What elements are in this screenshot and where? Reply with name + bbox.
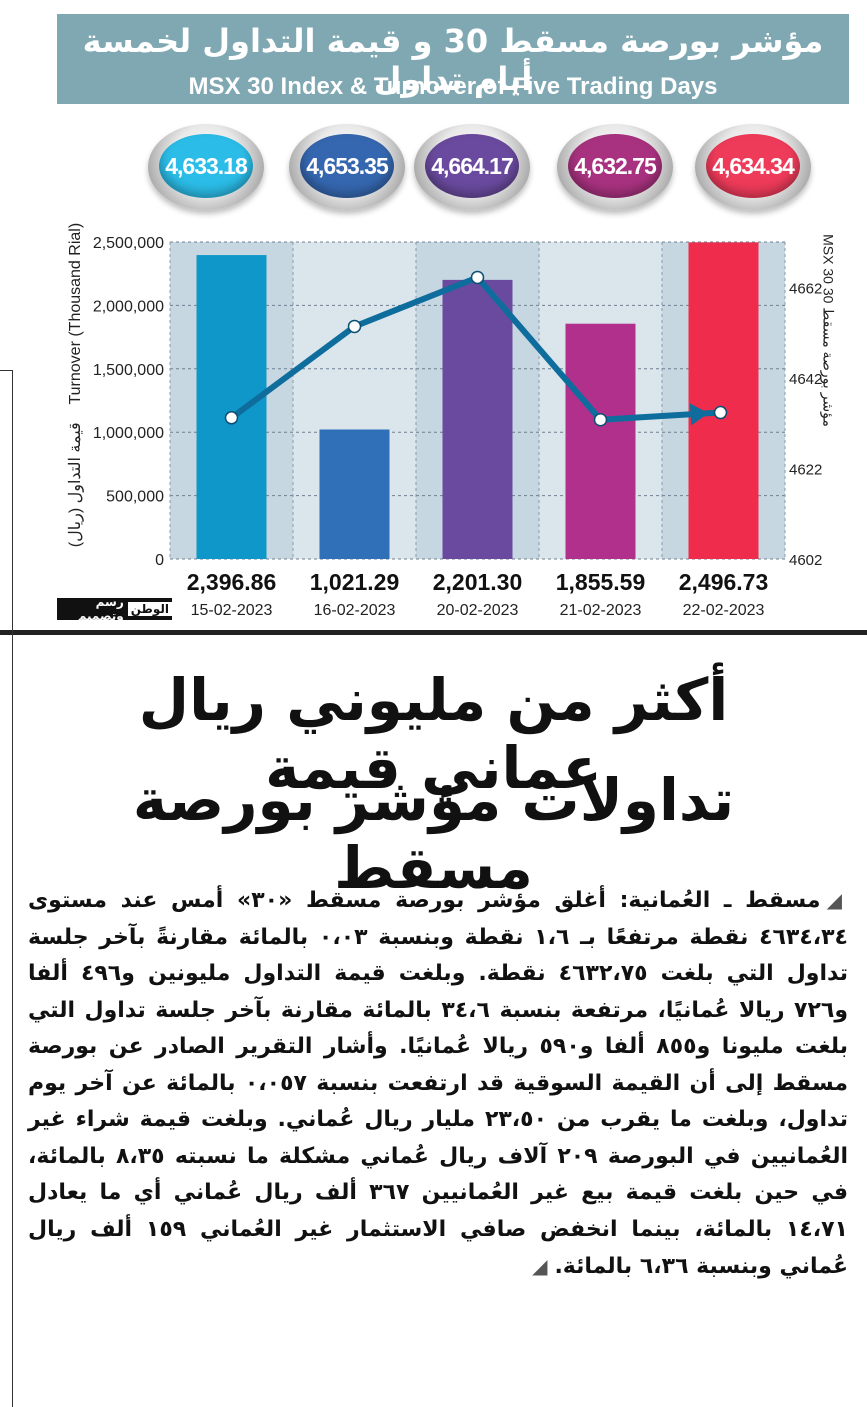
date-label: 20-02-2023 [437, 602, 519, 619]
right-tick-label: 4602 [789, 552, 822, 569]
index-arrowhead [689, 403, 709, 426]
end-mark-icon: ◢ [532, 1254, 555, 1278]
bar-value-label: 1,855.59 [556, 569, 646, 595]
headline-line-2: تداولات مؤشر بورصة مسقط [132, 766, 735, 902]
index-bubble: 4,634.34 [695, 124, 811, 210]
index-bubble: 4,653.35 [289, 124, 405, 210]
index-point [593, 412, 608, 427]
chart-title-banner: مؤشر بورصة مسقط 30 و قيمة التداول لخمسة … [57, 14, 849, 104]
turnover-index-chart: 0 500,000 1,000,000 1,500,000 2,000,000 2,500… [93, 235, 823, 619]
headline-line-1: أكثر من مليوني ريال عماني قيمة [138, 666, 729, 802]
index-bubble: 4,633.18 [148, 124, 264, 210]
section-divider [0, 630, 867, 635]
right-tick-label: 4662 [789, 280, 822, 297]
turnover-bar [196, 255, 267, 559]
index-bubble: 4,664.17 [414, 124, 530, 210]
left-tick-label: 1,000,000 [93, 425, 164, 442]
right-tick-label: 4622 [789, 461, 822, 478]
logo-brand: الوطن [127, 602, 172, 616]
column-rule [12, 370, 13, 1407]
bar-value-label: 2,496.73 [679, 569, 769, 595]
left-tick-label: 1,500,000 [93, 362, 164, 379]
left-tick-label: 500,000 [106, 489, 164, 506]
index-bubble-value: 4,632.75 [568, 134, 662, 198]
date-label: 16-02-2023 [314, 602, 396, 619]
turnover-bar [319, 429, 390, 559]
right-tick-label: 4642 [789, 371, 822, 388]
article-text: مسقط ـ العُمانية: أغلق مؤشر بورصة مسقط «… [28, 888, 849, 1279]
bar-value-label: 2,201.30 [433, 569, 523, 595]
index-point [224, 411, 239, 425]
index-bubble-value: 4,664.17 [425, 134, 519, 198]
index-point [347, 319, 362, 334]
turnover-bar [688, 242, 759, 559]
date-label: 15-02-2023 [191, 602, 273, 619]
left-tick-label: 2,500,000 [93, 235, 164, 252]
index-point [713, 405, 728, 420]
chart-title-arabic: مؤشر بورصة مسقط 30 و قيمة التداول لخمسة … [82, 22, 824, 98]
turnover-bar [442, 279, 513, 559]
index-bubble-value: 4,633.18 [159, 134, 253, 198]
date-label: 22-02-2023 [683, 602, 765, 619]
newspaper-logo: الوطن رسم وتصميم [57, 595, 172, 623]
date-label: 21-02-2023 [560, 602, 642, 619]
index-bubble-value: 4,634.34 [706, 134, 800, 198]
turnover-bar [565, 323, 636, 559]
left-tick-label: 2,000,000 [93, 298, 164, 315]
logo-caption: رسم وتصميم [77, 595, 124, 623]
bar-value-label: 2,396.86 [187, 569, 277, 595]
index-bubble-value: 4,653.35 [300, 134, 394, 198]
column-rule-tick [0, 370, 12, 371]
index-bubble: 4,632.75 [557, 124, 673, 210]
index-point [470, 270, 485, 285]
bullet-icon: ◢ [826, 888, 848, 912]
article-body: ◢مسقط ـ العُمانية: أغلق مؤشر بورصة مسقط … [28, 882, 848, 1286]
bar-value-label: 1,021.29 [310, 569, 400, 595]
left-tick-label: 0 [155, 552, 164, 569]
chart-title-english: MSX 30 Index & Turnover of Five Trading … [188, 73, 718, 100]
